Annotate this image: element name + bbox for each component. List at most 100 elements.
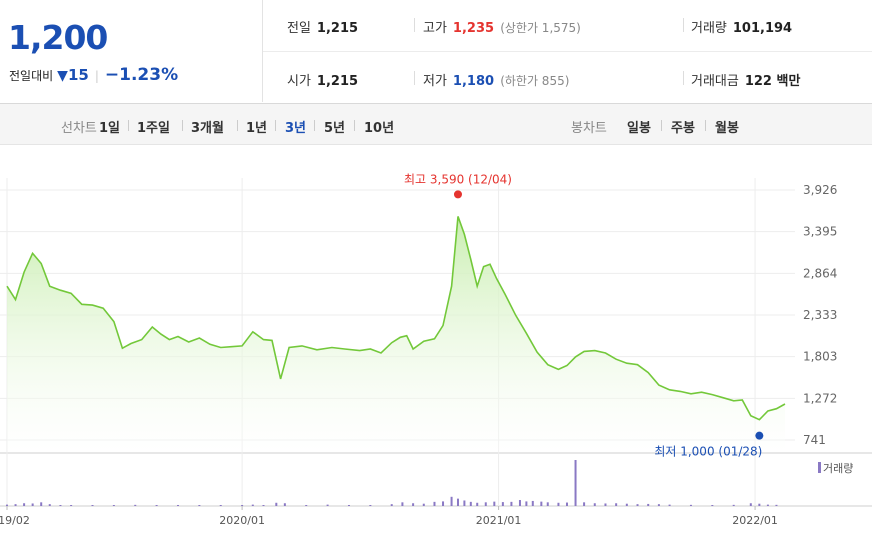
volume-bar	[112, 505, 115, 506]
volume-bar	[48, 504, 51, 506]
y-tick-label: 3,926	[803, 183, 837, 197]
divider	[414, 18, 415, 32]
volume-bar	[518, 500, 521, 506]
volume-legend-swatch	[818, 462, 821, 473]
divider	[354, 120, 355, 131]
prev-close-value: 1,215	[316, 21, 359, 36]
volume-bar	[540, 501, 543, 506]
volume-bar	[583, 502, 586, 506]
change-line: 전일대비 ▼15 | −1.23%	[9, 65, 178, 85]
line-chart-label: 선차트	[61, 121, 97, 136]
volume-bar	[6, 504, 8, 506]
volume-bar	[40, 502, 43, 506]
open-label: 시가	[287, 74, 311, 89]
volume-bar	[70, 505, 73, 506]
volume-bar	[689, 504, 692, 506]
volume-label: 거래량	[691, 21, 727, 36]
x-tick-label: 2021/01	[476, 514, 522, 527]
volume-bar	[91, 505, 94, 506]
lower-limit: (하한가 855)	[500, 74, 570, 88]
open-price: 시가 1,215	[287, 70, 358, 89]
y-tick-label: 741	[803, 433, 826, 447]
upper-limit: (상한가 1,575)	[500, 21, 581, 35]
volume-bar	[647, 503, 650, 506]
volume-bar	[401, 502, 404, 506]
volume-bar	[510, 501, 513, 506]
y-tick-label: 1,272	[803, 391, 837, 405]
tab-daily[interactable]: 일봉	[627, 121, 651, 136]
volume-bar	[625, 503, 628, 506]
volume-bar	[469, 501, 472, 506]
candle-chart-label: 봉차트	[571, 121, 607, 136]
tab-monthly[interactable]: 월봉	[715, 121, 739, 136]
y-tick-label: 2,864	[803, 266, 837, 280]
tab-5y[interactable]: 5년	[324, 121, 346, 136]
low-annotation: 최저 1,000 (01/28)	[654, 445, 762, 459]
low-label: 저가	[423, 74, 447, 89]
tab-1y[interactable]: 1년	[246, 121, 268, 136]
divider: |	[94, 69, 99, 83]
volume-bar	[241, 505, 244, 506]
tab-weekly[interactable]: 주봉	[671, 121, 695, 136]
low-value: 1,180	[452, 74, 495, 89]
down-arrow-icon: ▼	[57, 68, 68, 84]
tab-10y[interactable]: 10년	[364, 121, 395, 136]
high-value: 1,235	[452, 21, 495, 36]
volume-bar	[442, 501, 445, 506]
tab-3y[interactable]: 3년	[285, 121, 307, 136]
volume-bar	[531, 500, 534, 506]
volume-bar	[305, 505, 308, 506]
volume-bar	[450, 496, 453, 506]
trade-amount: 거래대금 122 백만	[691, 70, 800, 89]
price-stats: 전일 1,215 고가 1,235 (상한가 1,575) 거래량 101,194 시…	[263, 0, 872, 102]
low-price: 저가 1,180 (하한가 855)	[423, 70, 569, 89]
divider	[314, 120, 315, 131]
volume-bar	[636, 504, 639, 506]
divider	[237, 120, 238, 131]
divider	[683, 71, 684, 85]
y-tick-label: 2,333	[803, 308, 837, 322]
tab-1d[interactable]: 1일	[99, 121, 121, 136]
tab-3m[interactable]: 3개월	[191, 121, 224, 136]
volume-bar	[275, 502, 278, 506]
high-marker	[453, 190, 462, 199]
volume-bar	[546, 502, 549, 506]
divider	[128, 120, 129, 131]
volume-bar	[23, 503, 26, 506]
stats-divider	[263, 51, 872, 52]
volume-bar	[176, 504, 179, 506]
volume-bar	[668, 504, 671, 506]
x-tick-label: 2022/01	[732, 514, 778, 527]
volume-bar	[251, 504, 254, 506]
y-tick-label: 3,395	[803, 225, 837, 239]
volume-bar	[219, 505, 222, 506]
change-label: 전일대비	[9, 69, 54, 83]
price-line	[6, 216, 786, 421]
volume-bar	[758, 503, 761, 506]
volume-bar	[262, 505, 265, 506]
volume-legend-label: 거래량	[823, 462, 853, 475]
y-tick-label: 1,803	[803, 350, 837, 364]
volume-bar	[456, 498, 459, 506]
volume-bar	[134, 504, 137, 506]
low-marker	[755, 431, 764, 440]
volume-bar	[711, 505, 714, 506]
divider	[182, 120, 183, 131]
volume-bar	[422, 503, 425, 506]
divider	[414, 71, 415, 85]
volume-bar	[574, 460, 577, 506]
prev-close: 전일 1,215	[287, 17, 358, 36]
volume-bar	[766, 504, 769, 506]
volume-bar	[476, 502, 479, 506]
volume-bar	[484, 502, 487, 506]
current-price: 1,200	[8, 18, 108, 57]
divider	[661, 120, 662, 131]
x-tick-label: 2020/01	[219, 514, 265, 527]
divider	[705, 120, 706, 131]
chart-tabs: 선차트 1일 1주일 3개월 1년 3년 5년 10년 봉차트 일봉 주봉 월봉	[0, 104, 872, 145]
volume-bar	[775, 504, 778, 506]
volume-bar	[390, 504, 393, 506]
high-price: 고가 1,235 (상한가 1,575)	[423, 17, 581, 36]
tab-1w[interactable]: 1주일	[137, 121, 170, 136]
volume-bar	[615, 503, 618, 506]
